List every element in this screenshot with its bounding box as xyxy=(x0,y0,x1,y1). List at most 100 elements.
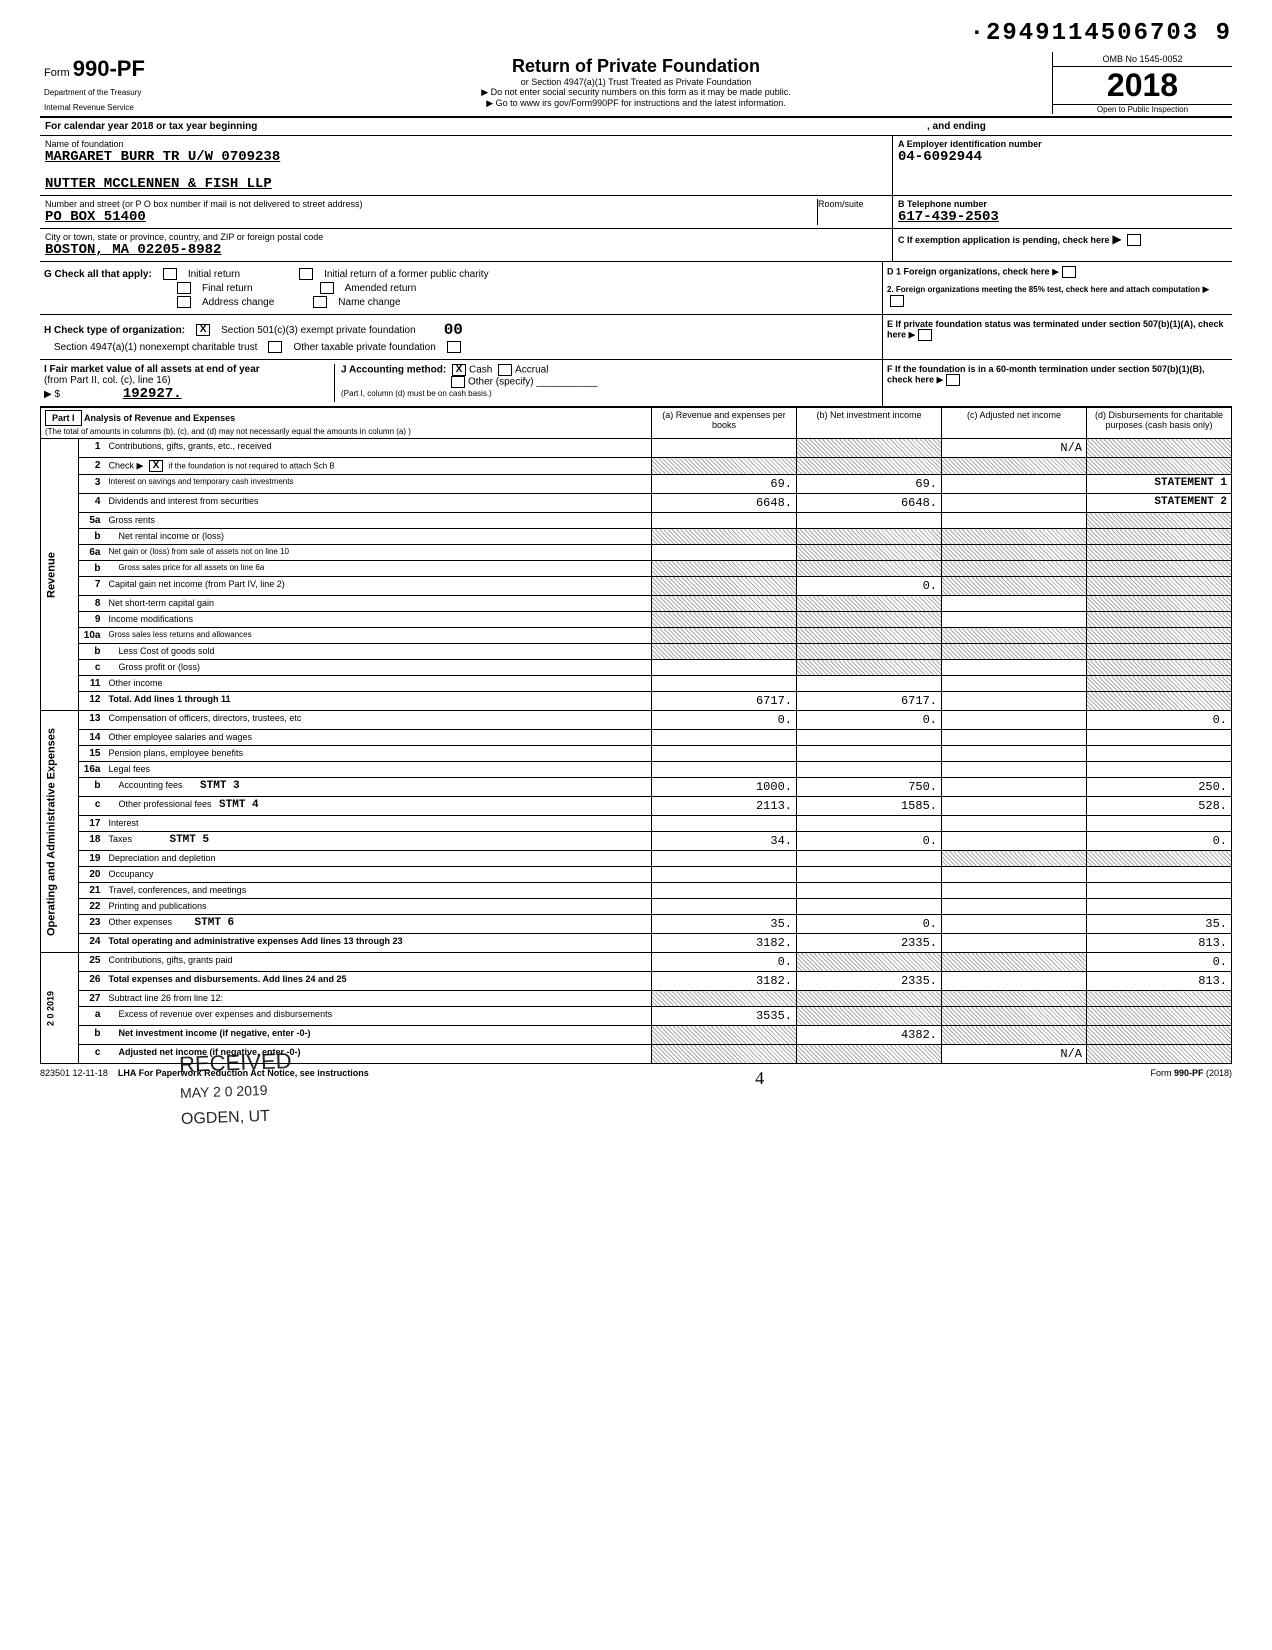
h-block: H Check type of organization: Section 50… xyxy=(40,315,882,359)
line16c-desc: Other professional fees xyxy=(118,799,211,809)
d-block: D 1 Foreign organizations, check here ▶ … xyxy=(882,262,1232,314)
j-label: J Accounting method: xyxy=(341,365,446,376)
d2-check[interactable] xyxy=(890,295,904,307)
line4-b: 6648. xyxy=(797,494,942,513)
j-accrual-check[interactable] xyxy=(498,364,512,376)
foundation-name-2: NUTTER MCCLENNEN & FISH LLP xyxy=(45,176,887,192)
e-check[interactable] xyxy=(918,329,932,341)
line16a-desc: Legal fees xyxy=(104,762,651,778)
line16c-a: 2113. xyxy=(652,797,797,816)
phone-block: B Telephone number 617-439-2503 xyxy=(892,196,1232,228)
h-label: H Check type of organization: xyxy=(44,325,185,336)
table-row: 10aGross sales less returns and allowanc… xyxy=(41,628,1232,644)
stamp-ogden: OGDEN, UT xyxy=(181,1108,270,1128)
table-row: 2Check ▶ if the foundation is not requir… xyxy=(41,458,1232,475)
form-prefix: Form xyxy=(44,67,70,79)
cal-year-begin: For calendar year 2018 or tax year begin… xyxy=(45,121,927,132)
cal-year-end: , and ending xyxy=(927,121,1227,132)
j-note: (Part I, column (d) must be on cash basi… xyxy=(341,389,492,398)
line18-d: 0. xyxy=(1087,832,1232,851)
table-row: Revenue 1Contributions, gifts, grants, e… xyxy=(41,439,1232,458)
line16c-d: 528. xyxy=(1087,797,1232,816)
footer-page: 4 xyxy=(755,1068,764,1089)
line2-check[interactable] xyxy=(149,460,163,472)
table-row: 19Depreciation and depletion xyxy=(41,851,1232,867)
line23-b: 0. xyxy=(797,915,942,934)
i-value: 192927. xyxy=(123,386,182,402)
j-other-check[interactable] xyxy=(451,376,465,388)
j-cash-check[interactable] xyxy=(452,364,466,376)
city-block: City or town, state or province, country… xyxy=(40,229,892,261)
revenue-vert-label: Revenue xyxy=(41,439,79,711)
line25-desc: Contributions, gifts, grants paid xyxy=(104,953,651,972)
line10a-desc: Gross sales less returns and allowances xyxy=(104,628,651,644)
j-cash: Cash xyxy=(469,365,492,376)
line26-d: 813. xyxy=(1087,972,1232,991)
g-address-check[interactable] xyxy=(177,296,191,308)
line16c-stmt: STMT 4 xyxy=(219,799,259,811)
line2-desc: Check ▶ xyxy=(108,460,143,470)
h-501c3-check[interactable] xyxy=(196,324,210,336)
g-amended-check[interactable] xyxy=(320,282,334,294)
line16b-desc: Accounting fees xyxy=(118,780,182,790)
ein-value: 04-6092944 xyxy=(898,149,1227,165)
line22-desc: Printing and publications xyxy=(104,899,651,915)
stamp-date: MAY 2 0 2019 xyxy=(180,1082,268,1101)
line19-desc: Depreciation and depletion xyxy=(104,851,651,867)
line9-desc: Income modifications xyxy=(104,612,651,628)
line23-desc: Other expenses xyxy=(108,917,172,927)
form-container: ·2949114506703 9 Form 990-PF Department … xyxy=(40,20,1232,1089)
c-checkbox[interactable] xyxy=(1127,234,1141,246)
line24-a: 3182. xyxy=(652,934,797,953)
h-other: Other taxable private foundation xyxy=(293,342,435,353)
form-number: 990-PF xyxy=(73,56,145,81)
line24-desc: Total operating and administrative expen… xyxy=(104,934,651,953)
title-box: Return of Private Foundation or Section … xyxy=(220,52,1052,113)
table-row: 23Other expenses STMT 6 35.0.35. xyxy=(41,915,1232,934)
part1-table: Part I Analysis of Revenue and Expenses … xyxy=(40,407,1232,1064)
line27a-desc: Excess of revenue over expenses and disb… xyxy=(104,1007,651,1026)
handwritten-00: 00 xyxy=(444,321,463,339)
line24-b: 2335. xyxy=(797,934,942,953)
h-4947-check[interactable] xyxy=(268,341,282,353)
table-row: cOther professional fees STMT 4 2113.158… xyxy=(41,797,1232,816)
line20-desc: Occupancy xyxy=(104,867,651,883)
line16b-b: 750. xyxy=(797,778,942,797)
g-initial-check[interactable] xyxy=(163,268,177,280)
line2-desc2: if the foundation is not required to att… xyxy=(168,461,334,470)
line5a-desc: Gross rents xyxy=(104,513,651,529)
table-row: 15Pension plans, employee benefits xyxy=(41,746,1232,762)
line27a-a: 3535. xyxy=(652,1007,797,1026)
table-row: bNet rental income or (loss) xyxy=(41,529,1232,545)
open-inspection: Open to Public Inspection xyxy=(1053,104,1232,114)
part1-title: Analysis of Revenue and Expenses xyxy=(84,413,235,423)
f-block: F If the foundation is in a 60-month ter… xyxy=(882,360,1232,406)
omb-number: OMB No 1545-0052 xyxy=(1053,52,1232,67)
table-row: aExcess of revenue over expenses and dis… xyxy=(41,1007,1232,1026)
street-value: PO BOX 51400 xyxy=(45,209,817,225)
line25-a: 0. xyxy=(652,953,797,972)
line4-a: 6648. xyxy=(652,494,797,513)
c-block: C If exemption application is pending, c… xyxy=(892,229,1232,261)
arrow-icon: ▶ xyxy=(909,329,916,339)
expenses-vert-label: Operating and Administrative Expenses xyxy=(41,711,79,953)
line18-desc: Taxes xyxy=(108,834,132,844)
h-other-check[interactable] xyxy=(447,341,461,353)
line7-desc: Capital gain net income (from Part IV, l… xyxy=(104,577,651,596)
line8-desc: Net short-term capital gain xyxy=(104,596,651,612)
f-check[interactable] xyxy=(946,374,960,386)
d1-check[interactable] xyxy=(1062,266,1076,278)
dept-irs: Internal Revenue Service xyxy=(44,103,216,112)
g-final-check[interactable] xyxy=(177,282,191,294)
g-namechg-check[interactable] xyxy=(313,296,327,308)
section-h-e: H Check type of organization: Section 50… xyxy=(40,315,1232,360)
line12-a: 6717. xyxy=(652,692,797,711)
g-initial-former-check[interactable] xyxy=(299,268,313,280)
table-row: bAccounting fees STMT 3 1000.750.250. xyxy=(41,778,1232,797)
line18-stmt: STMT 5 xyxy=(169,834,209,846)
j-other: Other (specify) xyxy=(468,377,534,388)
table-row: bGross sales price for all assets on lin… xyxy=(41,561,1232,577)
barcode-number: ·2949114506703 9 xyxy=(40,20,1232,47)
d2-label: 2. Foreign organizations meeting the 85%… xyxy=(887,285,1200,294)
form-id-box: Form 990-PF Department of the Treasury I… xyxy=(40,52,220,116)
